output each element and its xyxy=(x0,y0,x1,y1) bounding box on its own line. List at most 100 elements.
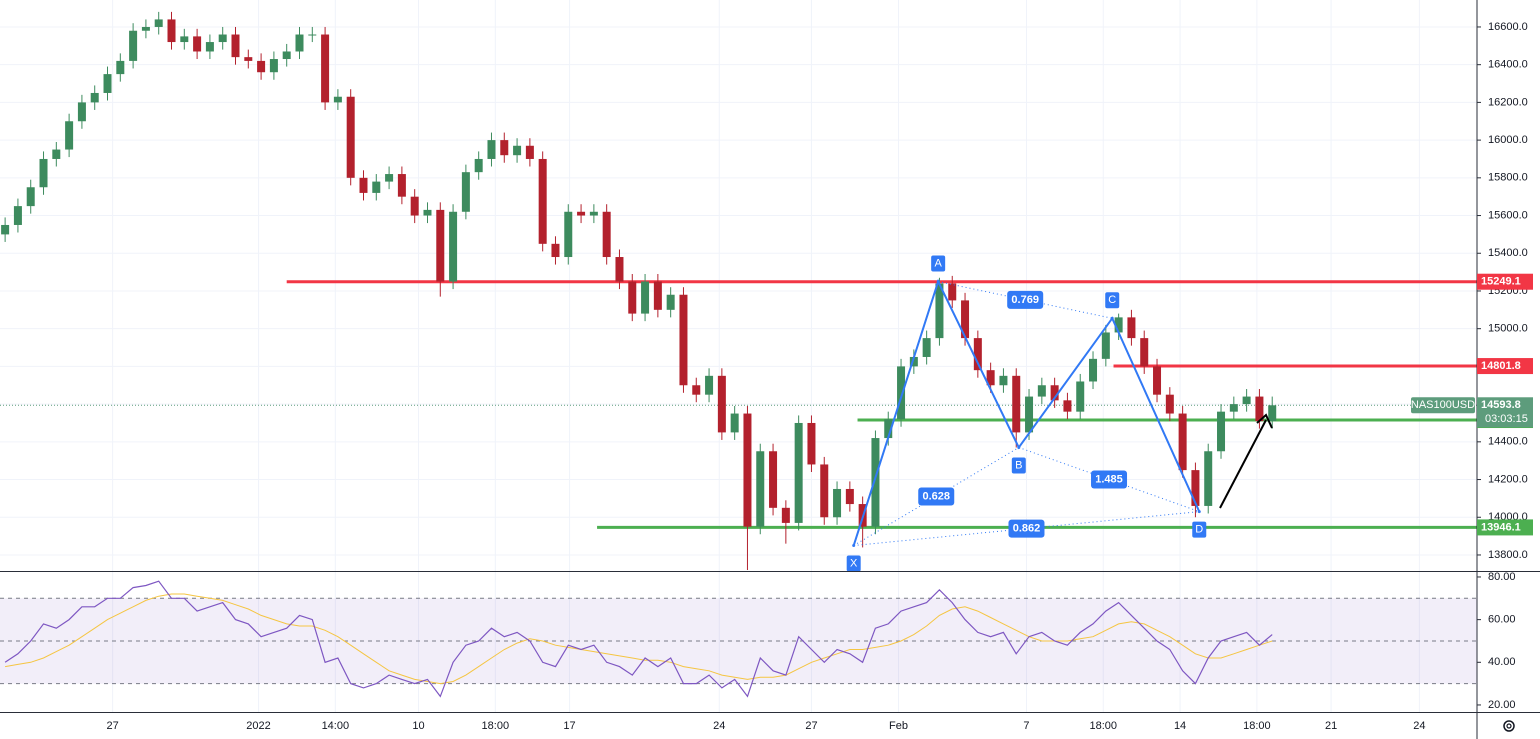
candle-body xyxy=(39,158,48,188)
candle-body xyxy=(90,92,99,103)
candle-body xyxy=(1114,317,1123,333)
point-label-bg xyxy=(931,255,946,272)
candle-body xyxy=(922,338,931,357)
candle-body xyxy=(1191,470,1200,506)
candle-body xyxy=(679,294,688,386)
x-tick-label: 27 xyxy=(107,720,119,732)
candle-body xyxy=(961,300,970,339)
candle-body xyxy=(577,211,586,216)
candle-body xyxy=(884,419,893,439)
candle-body xyxy=(257,60,266,73)
candle-body xyxy=(346,96,355,178)
candle-body xyxy=(295,34,304,52)
level-label: 14801.8 xyxy=(1477,358,1533,375)
candle-body xyxy=(1178,413,1187,471)
x-tick-label: 27 xyxy=(805,720,817,732)
candle-body xyxy=(1242,396,1251,405)
candle-body xyxy=(77,102,86,122)
candle-body xyxy=(743,413,752,527)
ratio-text: 1.485 xyxy=(1095,473,1123,485)
x-tick-label: 18:00 xyxy=(482,720,510,732)
point-label: B xyxy=(1011,457,1026,474)
candle-body xyxy=(692,385,701,395)
candle-body xyxy=(397,174,406,197)
candle-body xyxy=(820,464,829,518)
arrow-annotation xyxy=(1219,413,1273,509)
candle-body xyxy=(103,74,112,93)
candle-body xyxy=(436,209,445,282)
symbol-label-text: NAS100USD xyxy=(1411,399,1475,411)
y-tick-label: 15800.0 xyxy=(1488,172,1528,184)
settings-icon[interactable] xyxy=(1503,720,1515,732)
candle-body xyxy=(231,34,240,58)
candle-body xyxy=(602,211,611,258)
x-tick-label: 17 xyxy=(563,720,575,732)
point-label: A xyxy=(931,255,946,272)
y-tick-label: 15000.0 xyxy=(1488,323,1528,335)
level-label-bg xyxy=(1477,519,1533,536)
candle-body xyxy=(551,243,560,258)
candle-body xyxy=(653,281,662,310)
symbol-label-bg xyxy=(1411,397,1475,414)
ratio-text: 0.628 xyxy=(922,490,950,502)
level-label-text: 14801.8 xyxy=(1481,360,1521,372)
x-tick-label: 24 xyxy=(1413,720,1425,732)
candle-body xyxy=(769,451,778,508)
candle-body xyxy=(372,181,381,193)
rsi-tick-label: 60.00 xyxy=(1488,614,1516,626)
y-tick-label: 16000.0 xyxy=(1488,134,1528,146)
point-label-bg xyxy=(1011,457,1026,474)
candle-body xyxy=(1153,366,1162,395)
settings-core xyxy=(1506,723,1512,729)
candle-body xyxy=(218,34,227,43)
candle-body xyxy=(833,488,842,518)
ratio-bg xyxy=(1091,470,1128,489)
point-label-text: C xyxy=(1108,294,1116,306)
rsi-tick-label: 20.00 xyxy=(1488,699,1516,711)
candle-body xyxy=(65,121,74,150)
y-tick-label: 14200.0 xyxy=(1488,473,1528,485)
candle-body xyxy=(321,34,330,103)
ratio-bg xyxy=(918,487,955,506)
rsi-tick-label: 80.00 xyxy=(1488,571,1516,583)
x-tick-label: 14 xyxy=(1174,720,1186,732)
ratio-text: 0.769 xyxy=(1011,294,1039,306)
x-tick-label: 18:00 xyxy=(1090,720,1118,732)
levels xyxy=(0,280,1477,529)
candle-body xyxy=(167,19,176,43)
candle-body xyxy=(487,140,496,159)
level-label: 15249.1 xyxy=(1477,273,1533,290)
candle-body xyxy=(1204,451,1213,506)
x-tick-label: 10 xyxy=(412,720,424,732)
candle-body xyxy=(845,488,854,505)
candle-body xyxy=(1,224,10,235)
last-price-bg xyxy=(1477,397,1533,428)
candle-body xyxy=(730,413,739,433)
candle-body xyxy=(1127,317,1136,339)
candle-body xyxy=(999,375,1008,386)
point-label-bg xyxy=(1105,292,1120,309)
x-tick-label: 14:00 xyxy=(322,720,350,732)
candle-body xyxy=(1255,396,1264,422)
candle-body xyxy=(180,36,189,43)
candle-body xyxy=(474,158,483,173)
arrow-line xyxy=(1219,419,1267,509)
candle-body xyxy=(1076,381,1085,412)
candle-body xyxy=(423,209,432,216)
candle-body xyxy=(282,51,291,60)
y-tick-label: 16400.0 xyxy=(1488,59,1528,71)
candle-body xyxy=(1089,358,1098,382)
candle-body xyxy=(781,507,790,523)
pattern-point xyxy=(1017,445,1021,449)
point-label-bg xyxy=(1192,521,1207,538)
pattern: 0.769 0.628 1.485 0.862 X A B C D xyxy=(846,255,1207,572)
point-label-text: A xyxy=(934,257,942,269)
point-label: D xyxy=(1192,521,1207,538)
candle-body xyxy=(1037,385,1046,397)
ratio-label: 0.862 xyxy=(1008,519,1045,538)
rsi-tick-label: 40.00 xyxy=(1488,656,1516,668)
labels: 27 2022 14:00 10 18:00 17 24 27 Feb 7 18:00 14 18:00… xyxy=(107,21,1533,732)
x-tick-label: 24 xyxy=(713,720,725,732)
last-price-text: 14593.8 xyxy=(1481,399,1521,411)
y-tick-label: 13800.0 xyxy=(1488,549,1528,561)
